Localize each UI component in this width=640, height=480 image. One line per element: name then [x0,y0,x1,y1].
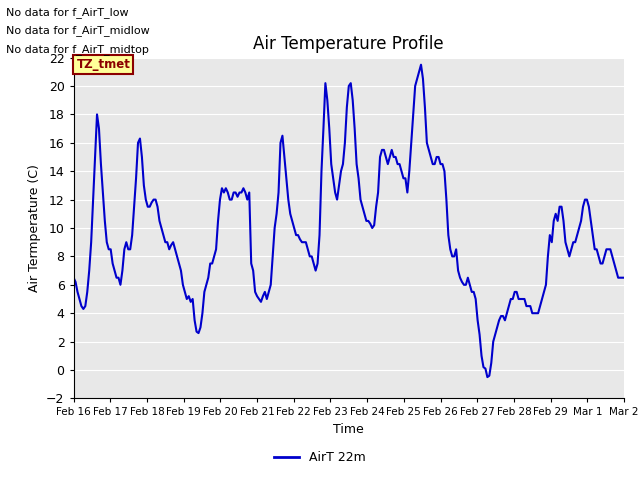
Title: Air Temperature Profile: Air Temperature Profile [253,35,444,53]
Text: No data for f_AirT_midlow: No data for f_AirT_midlow [6,25,150,36]
Text: TZ_tmet: TZ_tmet [76,58,131,71]
X-axis label: Time: Time [333,423,364,436]
Text: No data for f_AirT_midtop: No data for f_AirT_midtop [6,44,149,55]
Text: No data for f_AirT_low: No data for f_AirT_low [6,7,129,18]
Legend: AirT 22m: AirT 22m [269,446,371,469]
Y-axis label: Air Termperature (C): Air Termperature (C) [28,164,41,292]
